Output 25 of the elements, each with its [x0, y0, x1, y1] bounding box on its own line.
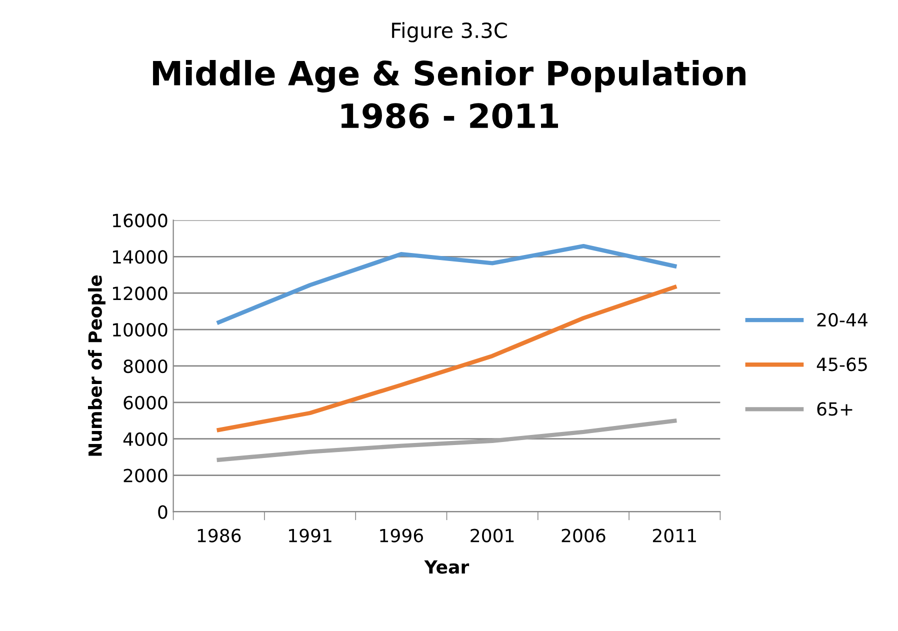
y-tick-label: 14000: [112, 250, 168, 264]
y-tick-label: 16000: [112, 214, 168, 228]
x-tick-label: 1996: [380, 528, 424, 542]
y-tick-label: 12000: [112, 286, 168, 300]
line-series: [216, 418, 677, 462]
y-tick-label: 0: [158, 505, 168, 519]
x-tick-label: 1986: [198, 528, 241, 542]
y-tick-label: 8000: [124, 359, 168, 374]
chart-subtitle: Figure 3.3C: [392, 22, 507, 42]
y-axis-title: Number of People: [88, 275, 106, 456]
x-tick-label: 1991: [289, 528, 332, 542]
y-tick-label: 10000: [112, 323, 168, 337]
y-tick-label: 2000: [124, 468, 168, 482]
legend-label: 45-65: [816, 358, 867, 372]
x-tick-label: 2006: [562, 528, 606, 542]
line-series: [216, 244, 677, 324]
x-tick-label: 2001: [470, 528, 514, 542]
y-tick-label: 6000: [124, 396, 168, 410]
legend-label: 20-44: [817, 313, 868, 327]
line-series: [216, 285, 677, 432]
x-tick-label: 2011: [652, 528, 696, 542]
chart-title: Middle Age & Senior Population 1986 - 2011: [153, 60, 746, 128]
legend-label: 65+: [817, 402, 852, 416]
x-axis-title: Year: [424, 560, 470, 574]
y-tick-label: 4000: [123, 432, 168, 446]
